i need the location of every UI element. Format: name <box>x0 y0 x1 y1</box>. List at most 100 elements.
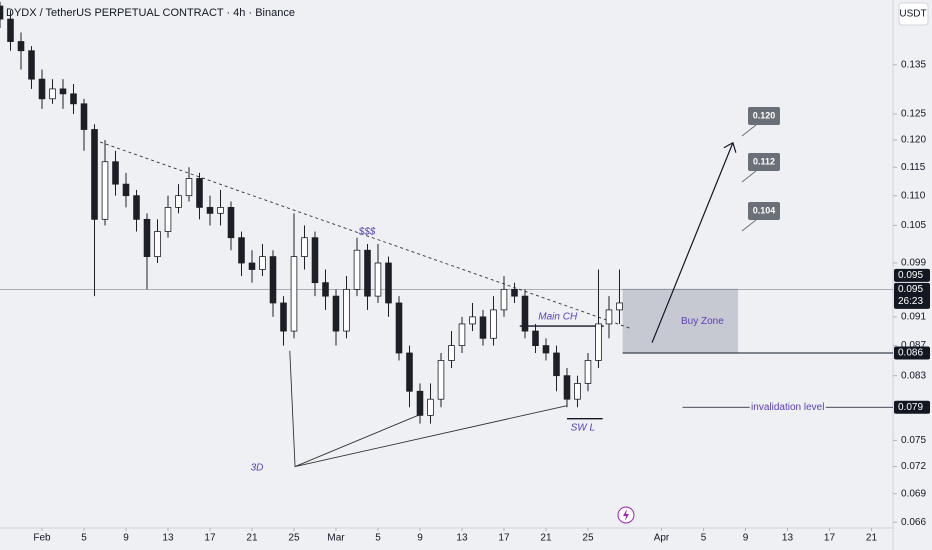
price-badge-label: 0.079 <box>898 402 923 413</box>
candle-body <box>595 323 602 361</box>
candle-body <box>290 256 298 332</box>
y-tick-label: 0.135 <box>901 59 926 70</box>
target-tail <box>741 170 757 183</box>
x-tick-label: 5 <box>701 533 707 544</box>
target-box <box>748 153 780 171</box>
y-tick-label: 0.105 <box>901 220 926 231</box>
candle-body <box>122 183 130 197</box>
candle-body <box>542 345 550 354</box>
candle-body <box>59 88 67 95</box>
x-tick-label: 13 <box>162 533 174 544</box>
candle-body <box>343 288 350 332</box>
candle-body <box>322 282 329 297</box>
y-tick-label: 0.066 <box>901 517 926 528</box>
candle-body <box>206 206 214 214</box>
candle-body <box>563 375 571 400</box>
candle-body <box>374 262 382 297</box>
candle-body <box>311 237 319 284</box>
y-tick-label: 0.110 <box>901 190 926 201</box>
price-badge-label: 0.095 <box>898 284 923 295</box>
x-tick-label: 5 <box>375 533 381 544</box>
candle-body <box>353 249 361 290</box>
target-label: 0.104 <box>753 205 776 215</box>
y-tick-label: 0.091 <box>901 312 926 323</box>
x-tick-label: 9 <box>123 533 129 544</box>
candle-body <box>458 323 466 346</box>
candle-body <box>164 206 172 232</box>
candle-body <box>80 103 88 130</box>
target-label: 0.120 <box>753 110 776 120</box>
candle-body <box>0 5 4 20</box>
candle-body <box>406 352 413 392</box>
price-badge <box>894 400 930 414</box>
candle-body <box>196 178 203 208</box>
y-tick-label: 0.072 <box>901 461 926 472</box>
target-arrow <box>651 142 734 343</box>
currency-box[interactable] <box>898 2 929 26</box>
y-tick-label: 0.069 <box>901 488 926 499</box>
candle-body <box>91 129 98 220</box>
candle-body <box>584 360 592 384</box>
candle-body <box>301 237 308 257</box>
candle-body <box>364 249 371 297</box>
trendline <box>94 139 631 329</box>
x-tick-label: 21 <box>540 533 552 544</box>
candle-body <box>574 383 581 400</box>
candle-body <box>143 218 151 257</box>
candle-body <box>185 178 193 197</box>
candle-body <box>521 295 529 332</box>
candle-body <box>154 231 161 257</box>
x-tick-label: Apr <box>654 533 670 544</box>
candle-body <box>70 93 77 105</box>
x-tick-label: 25 <box>288 533 300 544</box>
price-badge <box>894 268 930 282</box>
candle-body <box>248 262 256 270</box>
x-tick-label: 21 <box>866 533 878 544</box>
main-ch-label: Main CH <box>538 312 578 323</box>
y-tick-label: 0.120 <box>901 135 926 146</box>
candle-body <box>385 262 392 304</box>
candle-body <box>616 302 623 311</box>
invalidation-label: invalidation level <box>751 402 824 413</box>
target-tail <box>741 219 757 232</box>
candle-body <box>532 330 539 346</box>
target-label: 0.112 <box>753 156 775 166</box>
chart-title: DYDX / TetherUS PERPETUAL CONTRACT · 4h … <box>6 7 295 19</box>
x-tick-label: 9 <box>417 533 423 544</box>
candle-body <box>112 161 119 185</box>
arrow-head <box>723 141 737 153</box>
invalidation-label-bg <box>749 400 826 415</box>
x-tick-label: 9 <box>743 533 749 544</box>
candle-body <box>133 195 140 220</box>
candle-body <box>269 256 277 304</box>
x-tick-label: 25 <box>582 533 594 544</box>
candle-body <box>259 256 266 270</box>
candle-body <box>469 316 476 325</box>
x-tick-label: Feb <box>33 533 51 544</box>
candle-body <box>395 302 403 354</box>
x-tick-label: 13 <box>456 533 468 544</box>
price-badge-label: 0.095 <box>898 270 923 281</box>
x-tick-label: 17 <box>498 533 510 544</box>
x-tick-label: Mar <box>327 533 345 544</box>
timeframe-label: 3D <box>251 463 264 474</box>
candle-body <box>448 345 455 361</box>
y-tick-label: 0.083 <box>901 370 926 381</box>
candle-body <box>49 88 56 100</box>
y-tick-label: 0.115 <box>901 162 926 173</box>
price-badge <box>894 346 930 360</box>
countdown: 26:23 <box>898 296 923 307</box>
candle-body <box>238 237 245 264</box>
price-badge-label: 0.086 <box>898 348 923 359</box>
candle-body <box>332 295 340 332</box>
y-tick-label: 0.125 <box>901 109 926 120</box>
candle-body <box>217 206 224 214</box>
candle-body <box>553 352 560 377</box>
candle-body <box>227 206 235 239</box>
currency: USDT <box>899 9 926 20</box>
y-tick-label: 0.099 <box>901 258 926 269</box>
liquidity-label: $$$ <box>358 227 376 238</box>
target-tail <box>741 124 757 137</box>
